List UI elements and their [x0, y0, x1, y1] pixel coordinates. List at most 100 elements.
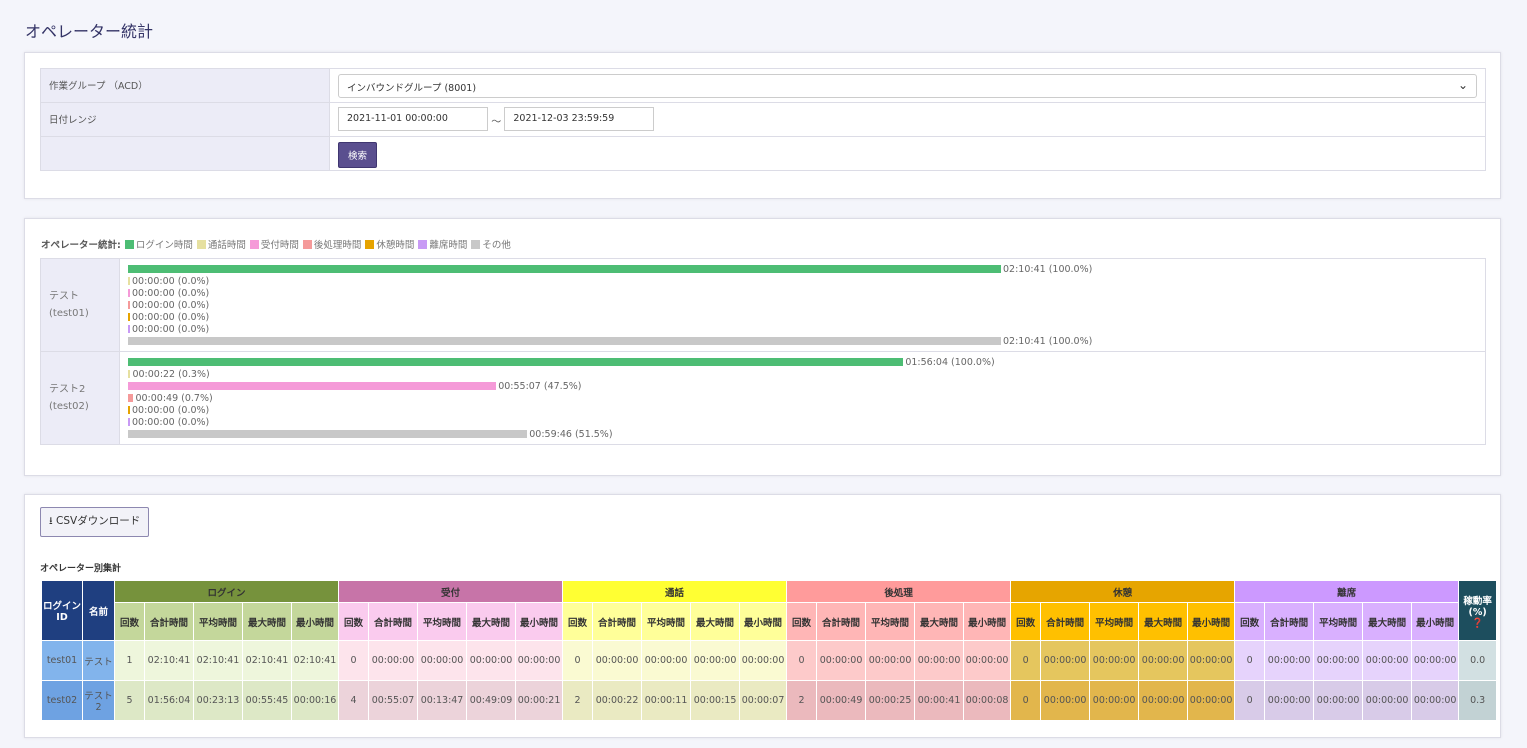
- cell-value: 00:00:00: [690, 640, 741, 681]
- group-header: 休憩: [1010, 580, 1236, 603]
- cell-value: 5: [114, 680, 145, 721]
- bar-row: 00:00:00 (0.0%): [128, 311, 1477, 323]
- cell-value: 00:00:00: [1040, 680, 1091, 721]
- col-login-id: ログインID: [41, 580, 83, 641]
- operator-name: テスト2: [49, 384, 86, 395]
- group-select[interactable]: インバウンドグループ (8001) ⌄: [338, 74, 1477, 98]
- sub-header: 回数: [1234, 602, 1266, 641]
- legend-item: 離席時間: [429, 240, 468, 251]
- bar-label: 00:00:00 (0.0%): [132, 416, 210, 428]
- cell-value: 00:00:00: [1362, 680, 1413, 721]
- bar-6: [128, 337, 1001, 345]
- cell-value: 00:00:00: [963, 640, 1012, 681]
- operator-chart: テスト (test01) 02:10:41 (100.0%) 00:00:00 (0.…: [40, 258, 1486, 445]
- cell-value: 00:00:08: [963, 680, 1012, 721]
- bar-4: [128, 406, 130, 414]
- cell-value: 0: [1010, 640, 1042, 681]
- cell-value: 00:00:00: [1264, 640, 1315, 681]
- sub-header: 平均時間: [641, 602, 692, 641]
- bar-label: 00:55:07 (47.5%): [498, 380, 582, 392]
- bar-1: [128, 277, 130, 285]
- bar-row: 00:00:22 (0.3%): [128, 368, 1477, 380]
- bar-label: 01:56:04 (100.0%): [905, 356, 995, 368]
- group-label: 作業グループ （ACD）: [40, 68, 330, 103]
- group-header: ログイン: [113, 580, 340, 603]
- search-button[interactable]: 検索: [338, 142, 378, 168]
- cell-value: 2: [562, 680, 594, 721]
- cell-rate: 0.3: [1458, 680, 1498, 721]
- sub-header: 回数: [338, 602, 370, 641]
- bar-row: 00:00:00 (0.0%): [128, 287, 1477, 299]
- cell-value: 0: [1010, 680, 1042, 721]
- bar-row: 00:00:00 (0.0%): [128, 275, 1477, 287]
- cell-value: 00:49:09: [466, 680, 517, 721]
- cell-value: 00:00:00: [466, 640, 517, 681]
- legend-swatch: [124, 240, 134, 249]
- cell-value: 00:00:00: [1040, 640, 1091, 681]
- cell-value: 00:13:47: [417, 680, 468, 721]
- cell-value: 02:10:41: [193, 640, 243, 681]
- bar-label: 02:10:41 (100.0%): [1003, 335, 1093, 347]
- sub-header: 最大時間: [1138, 602, 1189, 641]
- empty-label: [40, 136, 330, 171]
- bar-label: 00:59:46 (51.5%): [529, 428, 613, 440]
- legend-title: オペレーター統計:: [41, 240, 121, 251]
- sub-header: 平均時間: [865, 602, 916, 641]
- sub-header: 回数: [114, 602, 145, 641]
- bar-row: 01:56:04 (100.0%): [128, 356, 1477, 368]
- cell-value: 00:00:25: [865, 680, 916, 721]
- chart-legend: オペレーター統計: ログイン時間 通話時間 受付時間 後処理時間 休憩時間 離席時間 その他: [41, 237, 511, 251]
- bar-2: [128, 382, 497, 390]
- csv-download-button[interactable]: ⭳ CSVダウンロード: [40, 507, 150, 537]
- bar-1: [128, 370, 131, 378]
- sub-header: 平均時間: [1313, 602, 1364, 641]
- cell-value: 00:00:00: [1138, 680, 1189, 721]
- sub-header: 最小時間: [1187, 602, 1236, 641]
- group-header: 受付: [338, 580, 564, 603]
- date-from-input[interactable]: 2021-11-01 00:00:00: [338, 107, 488, 131]
- table-row: test02 テスト2 5 01:56:04 00:23:13 00:55:45 00:00…: [41, 680, 1498, 721]
- date-to-input[interactable]: 2021-12-03 23:59:59: [504, 107, 655, 131]
- sub-header: 最大時間: [1362, 602, 1413, 641]
- bar-row: 00:00:00 (0.0%): [128, 404, 1477, 416]
- sub-header: 回数: [562, 602, 594, 641]
- cell-value: 02:10:41: [290, 640, 340, 681]
- cell-value: 00:00:22: [592, 680, 643, 721]
- cell-value: 00:00:00: [515, 640, 564, 681]
- operator-label: テスト (test01): [40, 258, 120, 352]
- legend-item: その他: [482, 240, 511, 251]
- legend-swatch: [302, 240, 312, 249]
- cell-value: 00:00:11: [641, 680, 692, 721]
- filter-panel: 作業グループ （ACD） インバウンドグループ (8001) ⌄ 日付レンジ 20…: [24, 52, 1501, 199]
- chart-row: テスト (test01) 02:10:41 (100.0%) 00:00:00 (0.…: [40, 258, 1486, 352]
- operator-name: テスト: [49, 291, 79, 302]
- operator-id: (test02): [49, 401, 89, 412]
- cell-value: 00:00:00: [641, 640, 692, 681]
- sub-header: 合計時間: [816, 602, 867, 641]
- bar-3: [128, 301, 130, 309]
- cell-name: テスト: [82, 640, 115, 681]
- cell-name: テスト2: [82, 680, 115, 721]
- cell-rate: 0.0: [1458, 640, 1498, 681]
- bar-row: 00:00:00 (0.0%): [128, 416, 1477, 428]
- bar-4: [128, 313, 130, 321]
- bar-row: 00:00:00 (0.0%): [128, 299, 1477, 311]
- legend-item: ログイン時間: [135, 240, 193, 251]
- cell-value: 00:00:00: [739, 640, 788, 681]
- sub-header: 合計時間: [368, 602, 419, 641]
- cell-value: 00:00:00: [417, 640, 468, 681]
- help-icon[interactable]: ❓: [1471, 617, 1484, 629]
- cell-value: 00:00:41: [914, 680, 965, 721]
- bar-5: [128, 325, 130, 333]
- group-header: 離席: [1234, 580, 1460, 603]
- sub-header: 最小時間: [1411, 602, 1460, 641]
- cell-value: 00:00:00: [1138, 640, 1189, 681]
- download-icon: ⭳: [49, 515, 53, 527]
- legend-item: 通話時間: [207, 240, 246, 251]
- chart-row: テスト2 (test02) 01:56:04 (100.0%) 00:00:22 (0…: [40, 351, 1486, 445]
- bar-row: 02:10:41 (100.0%): [128, 335, 1477, 347]
- summary-panel: ⭳ CSVダウンロード オペレーター別集計 ログインID 名前 ログイン 受付 通話 後処…: [24, 494, 1501, 738]
- bar-label: 00:00:00 (0.0%): [132, 287, 210, 299]
- bar-label: 00:00:00 (0.0%): [132, 299, 210, 311]
- bar-label: 00:00:00 (0.0%): [132, 323, 210, 335]
